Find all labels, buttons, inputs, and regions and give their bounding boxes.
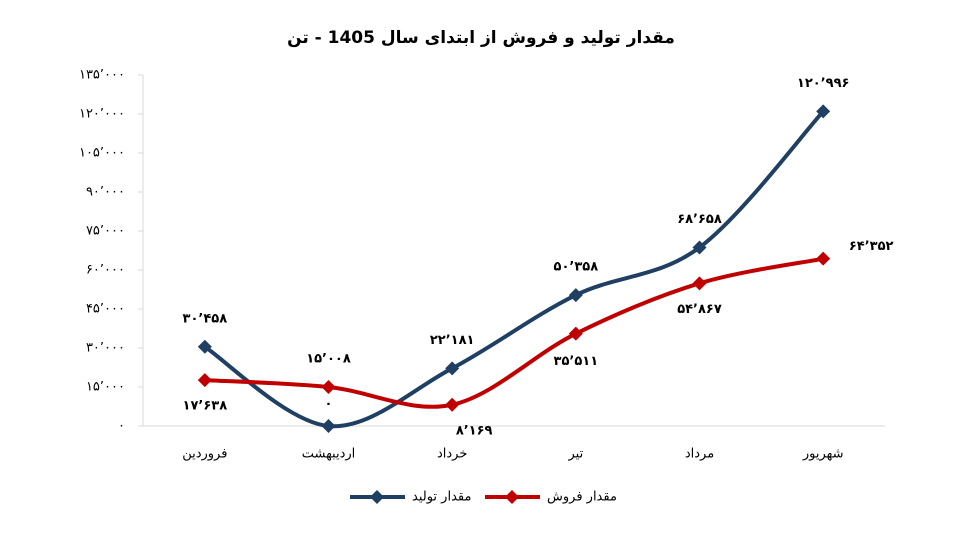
x-tick-label: فروردین: [182, 447, 227, 462]
line: [204, 256, 824, 409]
data-label: ۳۰٬۴۵۸: [183, 311, 228, 326]
data-label: ۱۵٬۰۰۸: [306, 351, 351, 366]
y-tick-label: ۱۲۰٬۰۰۰: [79, 107, 125, 122]
y-tick-label: ۴۵٬۰۰۰: [86, 302, 125, 317]
marker: [197, 373, 212, 388]
legend-marker: [505, 490, 519, 504]
marker: [197, 339, 212, 354]
y-tick-label: ۰: [118, 419, 125, 434]
marker: [816, 104, 831, 119]
marker: [692, 276, 707, 291]
y-tick-label: ۷۵٬۰۰۰: [86, 224, 125, 239]
marker: [445, 361, 460, 376]
marker: [321, 419, 336, 433]
x-tick-label: مرداد: [685, 447, 714, 462]
x-tick-label: خرداد: [437, 447, 467, 462]
legend-label: مقدار فروش: [547, 490, 617, 505]
chart-title: مقدار تولید و فروش از ابتدای سال 1405 - …: [287, 28, 675, 48]
data-label: ۶۸٬۶۵۸: [677, 212, 722, 227]
legend-label: مقدار تولید: [412, 490, 471, 505]
marker: [568, 326, 583, 341]
data-label: ۶۴٬۳۵۲: [849, 239, 894, 254]
y-tick-label: ۱۰۵٬۰۰۰: [79, 146, 125, 161]
data-label: ۵۴٬۸۶۷: [677, 302, 722, 317]
data-label: ۸٬۱۶۹: [456, 423, 493, 438]
x-tick-label: اردیبهشت: [302, 447, 356, 462]
y-tick-label: ۳۰٬۰۰۰: [86, 341, 125, 356]
y-tick-label: ۶۰٬۰۰۰: [86, 263, 125, 278]
y-tick-label: ۹۰٬۰۰۰: [86, 185, 125, 200]
data-label: ۱۷٬۶۳۸: [183, 399, 228, 414]
marker: [692, 240, 707, 255]
y-tick-label: ۱۵٬۰۰۰: [86, 380, 125, 395]
data-label: ۳۵٬۵۱۱: [554, 354, 599, 369]
data-label: ۲۲٬۱۸۱: [430, 333, 475, 348]
line: [203, 110, 825, 429]
data-label: ۵۰٬۳۵۸: [554, 260, 599, 275]
data-label: ۰: [325, 397, 333, 412]
y-tick-label: ۱۳۵٬۰۰۰: [79, 68, 125, 83]
marker: [568, 288, 583, 303]
x-tick-label: شهریور: [802, 447, 844, 462]
marker: [321, 379, 336, 394]
legend-marker: [370, 490, 384, 504]
x-tick-label: تیر: [567, 447, 583, 462]
marker: [445, 397, 460, 412]
marker: [816, 251, 831, 266]
data-label: ۱۲۰٬۹۹۶: [797, 76, 850, 91]
